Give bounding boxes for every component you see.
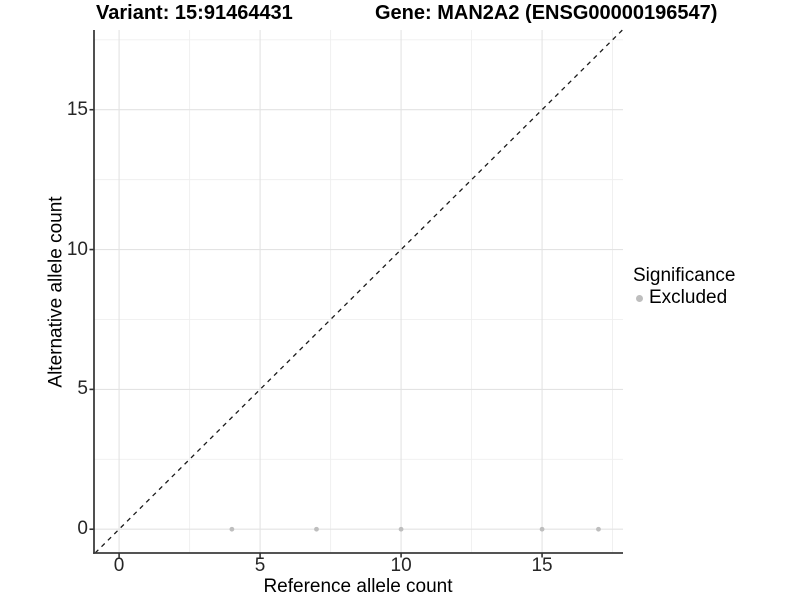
legend-point-icon xyxy=(636,294,643,302)
data-point xyxy=(539,526,545,532)
x-tick-label: 10 xyxy=(390,555,412,576)
data-point xyxy=(314,526,319,532)
gene-title: Gene: MAN2A2 (ENSG00000196547) xyxy=(375,2,718,24)
x-tick-label: 15 xyxy=(531,555,553,576)
legend: Significance Excluded xyxy=(633,264,735,309)
y-tick-label: 5 xyxy=(77,378,88,400)
y-tick-label: 15 xyxy=(66,98,88,120)
legend-items: Excluded xyxy=(633,287,735,309)
legend-title: Significance xyxy=(633,265,736,286)
legend-item: Excluded xyxy=(633,287,735,309)
data-point xyxy=(229,526,235,532)
legend-item-label: Excluded xyxy=(649,287,728,308)
data-point xyxy=(596,526,601,532)
y-tick-label: 10 xyxy=(66,238,88,260)
data-point xyxy=(398,526,404,532)
variant-title: Variant: 15:91464431 xyxy=(96,2,293,24)
identity-dashed-line xyxy=(94,29,623,554)
y-tick-label: 0 xyxy=(77,518,88,540)
x-tick-label: 5 xyxy=(254,555,266,576)
x-axis-title: Reference allele count xyxy=(263,576,453,597)
y-axis-title: Alternative allele count xyxy=(45,196,67,388)
x-tick-label: 0 xyxy=(113,555,125,576)
